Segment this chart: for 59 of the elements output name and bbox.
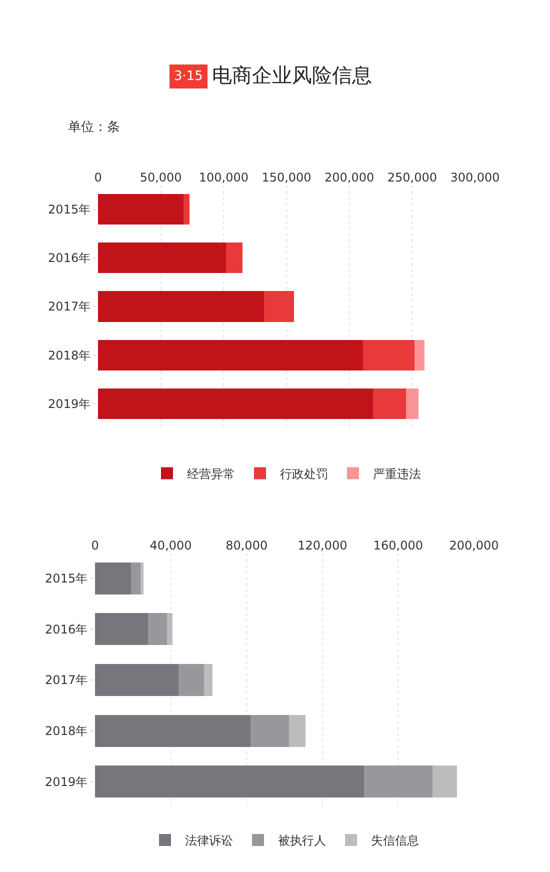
x-tick-label: 150,000	[262, 170, 312, 185]
y-tick-label: 2017年	[48, 300, 91, 314]
bar	[414, 340, 425, 370]
x-tick-label: 200,000	[324, 170, 374, 185]
x-tick-label: 160,000	[373, 538, 424, 553]
x-tick-label: 40,000	[150, 538, 192, 553]
y-tick-label: 2019年	[45, 774, 88, 789]
bar	[183, 194, 190, 225]
legend-label: 行政处罚	[280, 466, 328, 481]
bar	[95, 613, 148, 646]
bar	[95, 562, 132, 594]
bar	[226, 242, 243, 274]
bar	[95, 664, 178, 696]
legend-label: 被执行人	[278, 834, 326, 848]
y-tick-label: 2015年	[48, 202, 91, 216]
x-tick-label: 50,000	[140, 170, 182, 185]
x-tick-label: 0	[94, 170, 102, 185]
bar	[406, 388, 418, 420]
chart-title: 电商企业风险信息	[212, 63, 372, 87]
bar	[148, 613, 168, 646]
bar	[95, 714, 250, 747]
y-tick-label: 2016年	[45, 622, 88, 636]
y-tick-label: 2018年	[48, 348, 91, 362]
bar	[432, 766, 457, 798]
bar	[98, 291, 264, 322]
bar	[98, 194, 184, 225]
x-tick-label: 0	[91, 538, 99, 553]
bar	[98, 340, 364, 370]
bar	[131, 562, 140, 594]
bar	[289, 714, 306, 747]
y-tick-label: 2017年	[45, 673, 88, 688]
legend-label: 法律诉讼	[185, 834, 233, 848]
bar	[95, 766, 364, 798]
x-tick-label: 80,000	[226, 538, 268, 553]
x-tick-label: 100,000	[198, 170, 248, 185]
y-tick-label: 2019年	[48, 396, 91, 411]
bar	[363, 340, 415, 370]
text: 3·15	[174, 69, 203, 84]
bar	[364, 766, 432, 798]
bar	[204, 664, 212, 696]
bar	[167, 613, 173, 646]
x-tick-label: 250,000	[387, 170, 437, 185]
legend-label: 经营异常	[187, 466, 235, 481]
y-tick-label: 2016年	[48, 251, 91, 266]
bar	[250, 714, 290, 747]
bar	[140, 562, 144, 594]
x-tick-label: 120,000	[298, 538, 348, 553]
x-tick-label: 200,000	[449, 538, 499, 553]
bar	[264, 291, 294, 322]
x-tick-label: 300,000	[450, 170, 500, 185]
legend-label: 失信信息	[371, 834, 419, 848]
bar	[98, 242, 226, 274]
bar	[373, 388, 406, 420]
bar	[178, 664, 204, 696]
y-tick-label: 2015年	[45, 572, 88, 586]
bar	[98, 388, 374, 420]
chart-subtitle: 单位：条	[68, 120, 120, 135]
y-tick-label: 2018年	[45, 724, 88, 738]
legend-label: 严重违法	[373, 466, 421, 481]
